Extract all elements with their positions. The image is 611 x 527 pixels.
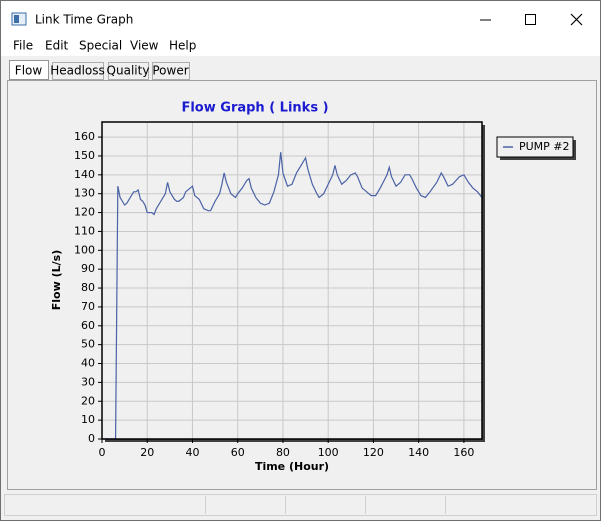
y-tick-label: 90 — [81, 262, 95, 275]
chart: Flow Graph ( Links ) Time (Hour) Flow (L… — [50, 101, 576, 473]
menu-item[interactable]: Special — [79, 39, 122, 53]
x-axis-label: Time (Hour) — [255, 460, 329, 473]
close-button[interactable] — [570, 13, 583, 26]
menu: File Edit Special View Help — [13, 39, 196, 53]
x-tick-label: 160 — [453, 446, 474, 459]
tabs: Flow Headloss Quality Power — [9, 60, 190, 80]
x-tick-label: 80 — [276, 446, 290, 459]
menu-item[interactable]: File — [13, 39, 33, 53]
menu-item[interactable]: Help — [169, 39, 196, 53]
legend-box — [496, 136, 574, 158]
window-title: Link Time Graph — [35, 13, 133, 27]
plot-area — [102, 122, 482, 439]
tab[interactable] — [108, 62, 149, 80]
app-icon-part — [14, 15, 19, 23]
menu-item[interactable]: Edit — [45, 39, 69, 53]
x-tick-label: 100 — [318, 446, 339, 459]
x-tick-label: 120 — [363, 446, 384, 459]
data-line — [102, 152, 483, 440]
y-tick-label: 110 — [74, 224, 95, 237]
tab[interactable] — [152, 62, 190, 80]
x-tick-label: 0 — [99, 446, 106, 459]
menu-item[interactable]: View — [130, 39, 159, 53]
x-tick-label: 60 — [231, 446, 245, 459]
y-tick-label: 20 — [81, 394, 95, 407]
tab[interactable] — [52, 62, 104, 80]
tab[interactable] — [9, 60, 49, 80]
y-tick-label: 40 — [81, 357, 95, 370]
menu-bar — [1, 35, 600, 56]
plot-frame — [101, 121, 483, 440]
y-tick-label: 160 — [74, 130, 95, 143]
legend-label: PUMP #2 — [519, 140, 570, 153]
y-tick-label: 30 — [81, 375, 95, 388]
tab-label[interactable]: Power — [152, 64, 188, 78]
y-tick-label: 10 — [81, 413, 95, 426]
tab-label[interactable]: Headloss — [50, 64, 105, 78]
y-tick-label: 50 — [81, 338, 95, 351]
tab-label[interactable]: Flow — [15, 64, 43, 78]
x-tick-label: 20 — [140, 446, 154, 459]
x-tick-label: 40 — [185, 446, 199, 459]
title-bar — [1, 1, 600, 35]
y-tick-label: 140 — [74, 168, 95, 181]
y-tick-label: 120 — [74, 206, 95, 219]
y-tick-label: 100 — [74, 243, 95, 256]
status-bar — [4, 494, 597, 516]
y-tick-label: 70 — [81, 300, 95, 313]
x-tick-label: 140 — [408, 446, 429, 459]
y-tick-label: 150 — [74, 149, 95, 162]
y-axis-label: Flow (L/s) — [50, 250, 63, 310]
y-tick-label: 80 — [81, 281, 95, 294]
tab-label[interactable]: Quality — [107, 64, 150, 78]
y-tick-label: 60 — [81, 319, 95, 332]
y-tick-label: 0 — [88, 432, 95, 445]
chart-title: Flow Graph ( Links ) — [181, 101, 328, 116]
maximize-button[interactable] — [525, 14, 536, 25]
y-tick-label: 130 — [74, 187, 95, 200]
